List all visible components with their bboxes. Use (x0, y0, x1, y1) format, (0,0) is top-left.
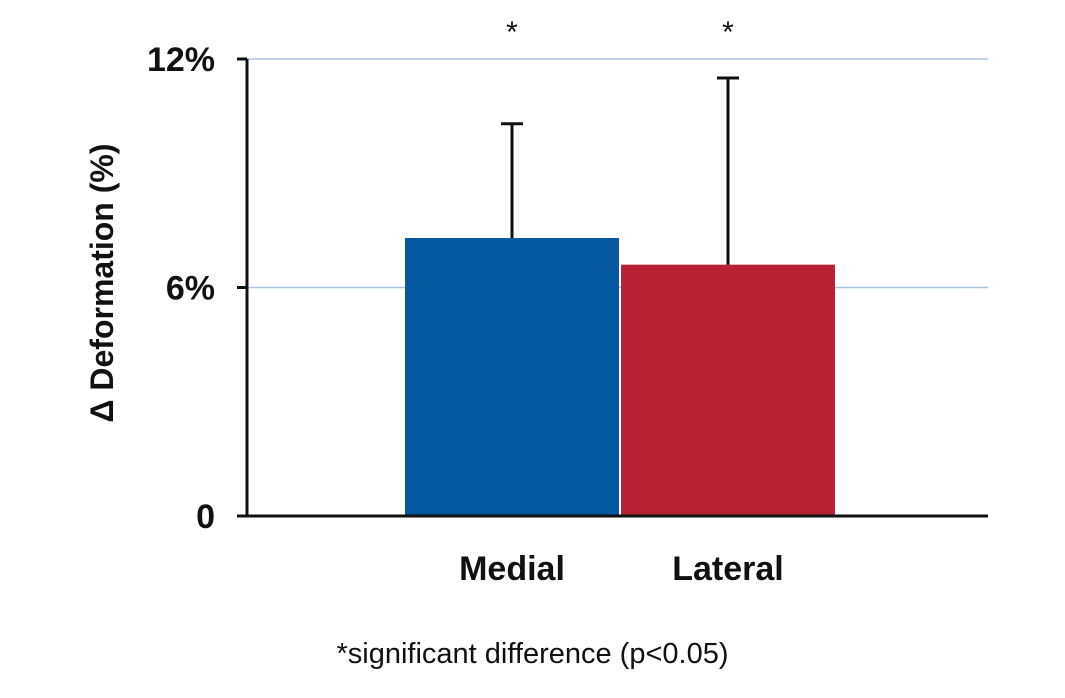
category-label-medial: Medial (459, 550, 565, 588)
bar-medial (405, 237, 619, 516)
category-label-lateral: Lateral (672, 550, 784, 588)
significance-marker-medial: * (506, 16, 518, 49)
bar-lateral (621, 264, 835, 516)
significance-marker-lateral: * (722, 16, 734, 49)
y-tick-label-1: 6% (166, 270, 215, 308)
footnote: *significant difference (p<0.05) (336, 638, 729, 670)
y-axis-title: Δ Deformation (%) (84, 144, 120, 423)
y-tick-label-2: 12% (147, 41, 215, 79)
y-tick-label-0: 0 (196, 498, 215, 536)
